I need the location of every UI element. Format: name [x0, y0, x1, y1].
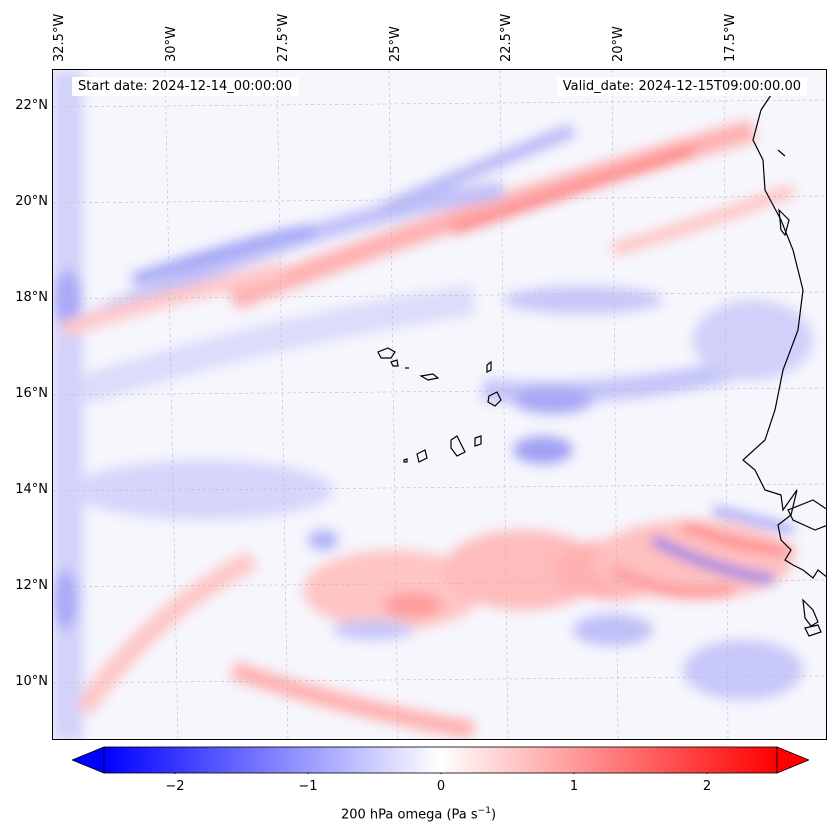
- colorbar-label: 200 hPa omega (Pa s−1): [0, 806, 837, 822]
- lon-label: 32.5°W: [52, 13, 67, 62]
- cape-verde-islands: [377, 347, 502, 463]
- lat-label: 12°N: [15, 578, 48, 593]
- colorbar-tick-label: 0: [436, 779, 446, 794]
- omega-field: [53, 70, 826, 739]
- african-coastline: [742, 79, 826, 637]
- valid-date-label: Valid_date: 2024-12-15T09:00:00.00: [556, 77, 807, 96]
- lon-label: 20°W: [611, 26, 626, 62]
- lat-label: 18°N: [15, 290, 48, 305]
- lat-label: 10°N: [15, 674, 48, 689]
- lat-label: 14°N: [15, 482, 48, 497]
- colorbar-tick-label: 2: [702, 779, 712, 794]
- lon-label: 25°W: [388, 26, 403, 62]
- lon-label: 22.5°W: [499, 13, 514, 62]
- lon-label: 27.5°W: [276, 13, 291, 62]
- colorbar-tick-label: −1: [298, 779, 318, 794]
- lat-label: 20°N: [15, 194, 48, 209]
- colorbar-label-end: ): [490, 807, 497, 823]
- lat-label: 22°N: [15, 98, 48, 113]
- lon-label: 30°W: [164, 26, 179, 62]
- omega-contours: [53, 70, 813, 739]
- colorbar-ticks: [174, 773, 708, 774]
- omega-map: [52, 69, 827, 740]
- lat-label: 16°N: [15, 386, 48, 401]
- colorbar-max-arrow: [776, 746, 809, 774]
- colorbar-label-exponent: −1: [477, 806, 491, 816]
- colorbar-min-arrow: [72, 746, 105, 774]
- colorbar-tick-label: 1: [569, 779, 579, 794]
- colorbar-tick-label: −2: [165, 779, 185, 794]
- colorbar-label-text: 200 hPa omega (Pa s: [340, 807, 478, 823]
- start-date-label: Start date: 2024-12-14_00:00:00: [72, 77, 299, 96]
- colorbar: [72, 746, 809, 774]
- lon-label: 17.5°W: [723, 13, 738, 62]
- colorbar-gradient: [103, 746, 778, 774]
- graticule: [53, 70, 826, 739]
- field-background: [53, 70, 826, 739]
